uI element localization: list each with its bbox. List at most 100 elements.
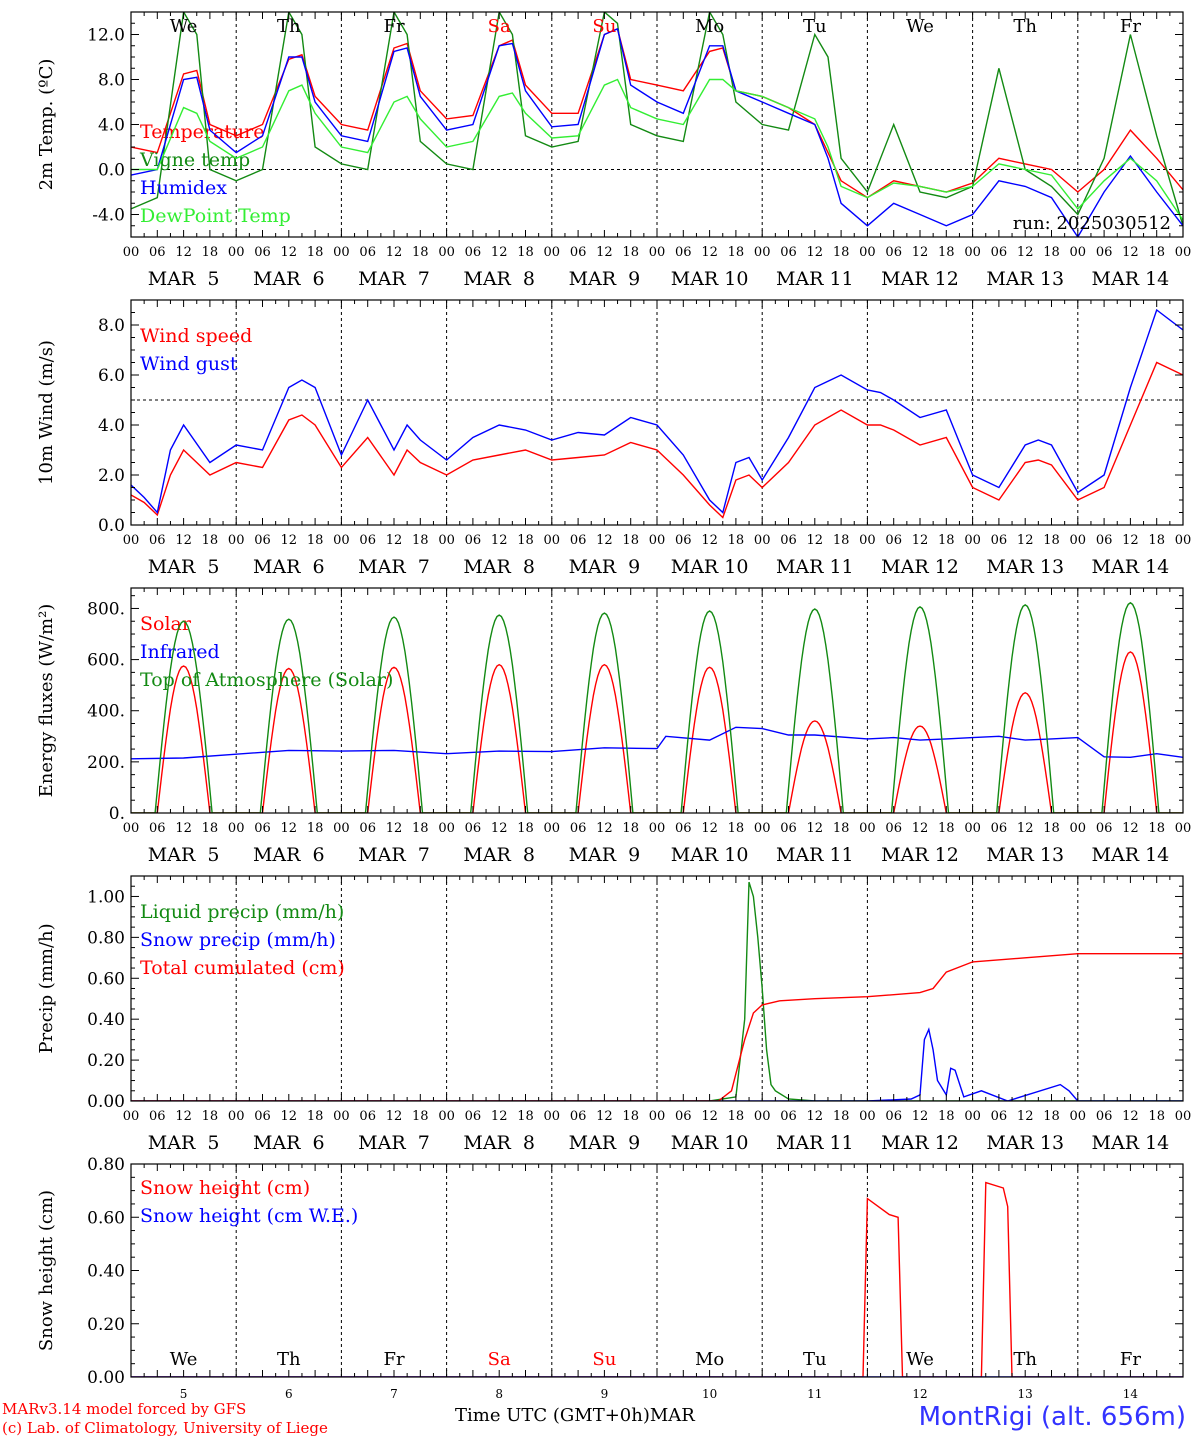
hour-tick-label: 18 xyxy=(517,245,534,260)
y-axis-title: Energy fluxes (W/m²) xyxy=(36,604,57,798)
y-tick-label: 0.20 xyxy=(87,1315,125,1335)
date-label: MAR 12 xyxy=(881,1132,959,1154)
hour-tick-label: 06 xyxy=(254,533,271,548)
hour-tick-label: 12 xyxy=(912,245,929,260)
hour-tick-label: 18 xyxy=(728,245,745,260)
series-line-vigne-temp xyxy=(131,12,1183,226)
hour-tick-label: 06 xyxy=(991,1109,1008,1124)
hour-tick-label: 06 xyxy=(149,821,166,836)
hour-tick-label: 00 xyxy=(754,533,771,548)
hour-tick-label: 06 xyxy=(675,245,692,260)
hour-tick-label: 18 xyxy=(938,821,955,836)
y-tick-label: 0.0 xyxy=(98,516,125,536)
hour-tick-label: 18 xyxy=(1148,1109,1165,1124)
legend-entry: Solar xyxy=(140,613,192,635)
weekday-label: Tu xyxy=(803,16,827,37)
y-tick-label: 400. xyxy=(87,702,125,722)
hour-tick-label: 06 xyxy=(465,1109,482,1124)
hour-tick-label: 00 xyxy=(333,533,350,548)
hour-tick-label: 18 xyxy=(517,533,534,548)
legend-entry: Snow height (cm W.E.) xyxy=(140,1205,358,1227)
hour-tick-label: 06 xyxy=(885,821,902,836)
series-line-solar xyxy=(131,651,1183,813)
model-credit: MARv3.14 model forced by GFS xyxy=(2,1400,247,1418)
y-axis-title: Precip (mm/h) xyxy=(36,923,57,1053)
date-label: MAR 11 xyxy=(776,268,854,290)
hour-tick-label: 00 xyxy=(544,533,561,548)
time-axis-title: Time UTC (GMT+0h)MAR xyxy=(455,1405,695,1426)
hour-tick-label: 06 xyxy=(991,245,1008,260)
date-label: MAR 13 xyxy=(986,1132,1064,1154)
hour-tick-label: 12 xyxy=(701,245,718,260)
hour-tick-label: 18 xyxy=(728,821,745,836)
date-label: MAR 12 xyxy=(881,556,959,578)
weekday-label: Fr xyxy=(1120,16,1141,37)
weekday-label: Th xyxy=(1013,1349,1037,1370)
hour-tick-label: 12 xyxy=(281,245,298,260)
hour-tick-label: 06 xyxy=(780,821,797,836)
hour-tick-label: 18 xyxy=(833,245,850,260)
day-number-label: 13 xyxy=(1018,1387,1033,1401)
hour-tick-label: 00 xyxy=(544,1109,561,1124)
weekday-label: Su xyxy=(592,16,616,37)
hour-tick-label: 12 xyxy=(1017,245,1034,260)
y-tick-label: 2.0 xyxy=(98,466,125,486)
date-label: MAR 7 xyxy=(358,268,430,290)
weekday-label: Sa xyxy=(488,1349,511,1370)
hour-tick-label: 18 xyxy=(202,1109,219,1124)
hour-tick-label: 18 xyxy=(307,533,324,548)
hour-tick-label: 18 xyxy=(307,821,324,836)
hour-tick-label: 06 xyxy=(465,533,482,548)
y-tick-label: 0.40 xyxy=(87,1010,125,1030)
hour-tick-label: 18 xyxy=(202,533,219,548)
hour-tick-label: 06 xyxy=(570,1109,587,1124)
hour-tick-label: 00 xyxy=(333,245,350,260)
weekday-label: Mo xyxy=(695,16,724,37)
date-label: MAR 10 xyxy=(671,1132,749,1154)
date-label: MAR 6 xyxy=(253,268,325,290)
hour-tick-label: 18 xyxy=(938,533,955,548)
hour-tick-label: 00 xyxy=(964,533,981,548)
date-label: MAR 9 xyxy=(569,1132,641,1154)
hour-tick-label: 18 xyxy=(938,245,955,260)
legend-entry: Snow precip (mm/h) xyxy=(140,929,336,951)
date-label: MAR 14 xyxy=(1092,844,1170,866)
hour-tick-label: 12 xyxy=(912,1109,929,1124)
hour-tick-label: 06 xyxy=(359,245,376,260)
date-label: MAR 7 xyxy=(358,556,430,578)
hour-tick-label: 00 xyxy=(438,821,455,836)
hour-tick-label: 12 xyxy=(1122,1109,1139,1124)
date-label: MAR 11 xyxy=(776,556,854,578)
y-tick-label: 800. xyxy=(87,599,125,619)
y-axis-title: Snow height (cm) xyxy=(36,1190,57,1351)
legend-entry: Top of Atmosphere (Solar) xyxy=(140,669,393,691)
hour-tick-label: 06 xyxy=(991,821,1008,836)
hour-tick-label: 00 xyxy=(123,1109,140,1124)
hour-tick-label: 00 xyxy=(123,821,140,836)
hour-tick-label: 18 xyxy=(622,821,639,836)
legend-entry: Liquid precip (mm/h) xyxy=(140,901,344,923)
hour-tick-label: 12 xyxy=(386,1109,403,1124)
date-label: MAR 8 xyxy=(463,268,535,290)
hour-tick-label: 00 xyxy=(228,1109,245,1124)
hour-tick-label: 12 xyxy=(175,821,192,836)
y-tick-label: -4.0 xyxy=(92,206,125,226)
hour-tick-label: 12 xyxy=(386,245,403,260)
hour-tick-label: 00 xyxy=(1175,1109,1192,1124)
hour-tick-label: 12 xyxy=(701,533,718,548)
hour-tick-label: 06 xyxy=(1096,245,1113,260)
hour-tick-label: 12 xyxy=(491,1109,508,1124)
day-number-label: 8 xyxy=(495,1387,503,1401)
hour-tick-label: 00 xyxy=(1175,533,1192,548)
hour-tick-label: 12 xyxy=(491,821,508,836)
hour-tick-label: 12 xyxy=(596,245,613,260)
hour-tick-label: 12 xyxy=(386,821,403,836)
hour-tick-label: 00 xyxy=(228,533,245,548)
y-tick-label: 200. xyxy=(87,753,125,773)
plot-frame xyxy=(130,587,1184,814)
weekday-label: Fr xyxy=(1120,1349,1141,1370)
series-line-snow-height-cm- xyxy=(131,1181,1183,1377)
hour-tick-label: 06 xyxy=(991,533,1008,548)
hour-tick-label: 18 xyxy=(833,1109,850,1124)
weekday-label: Mo xyxy=(695,1349,724,1370)
